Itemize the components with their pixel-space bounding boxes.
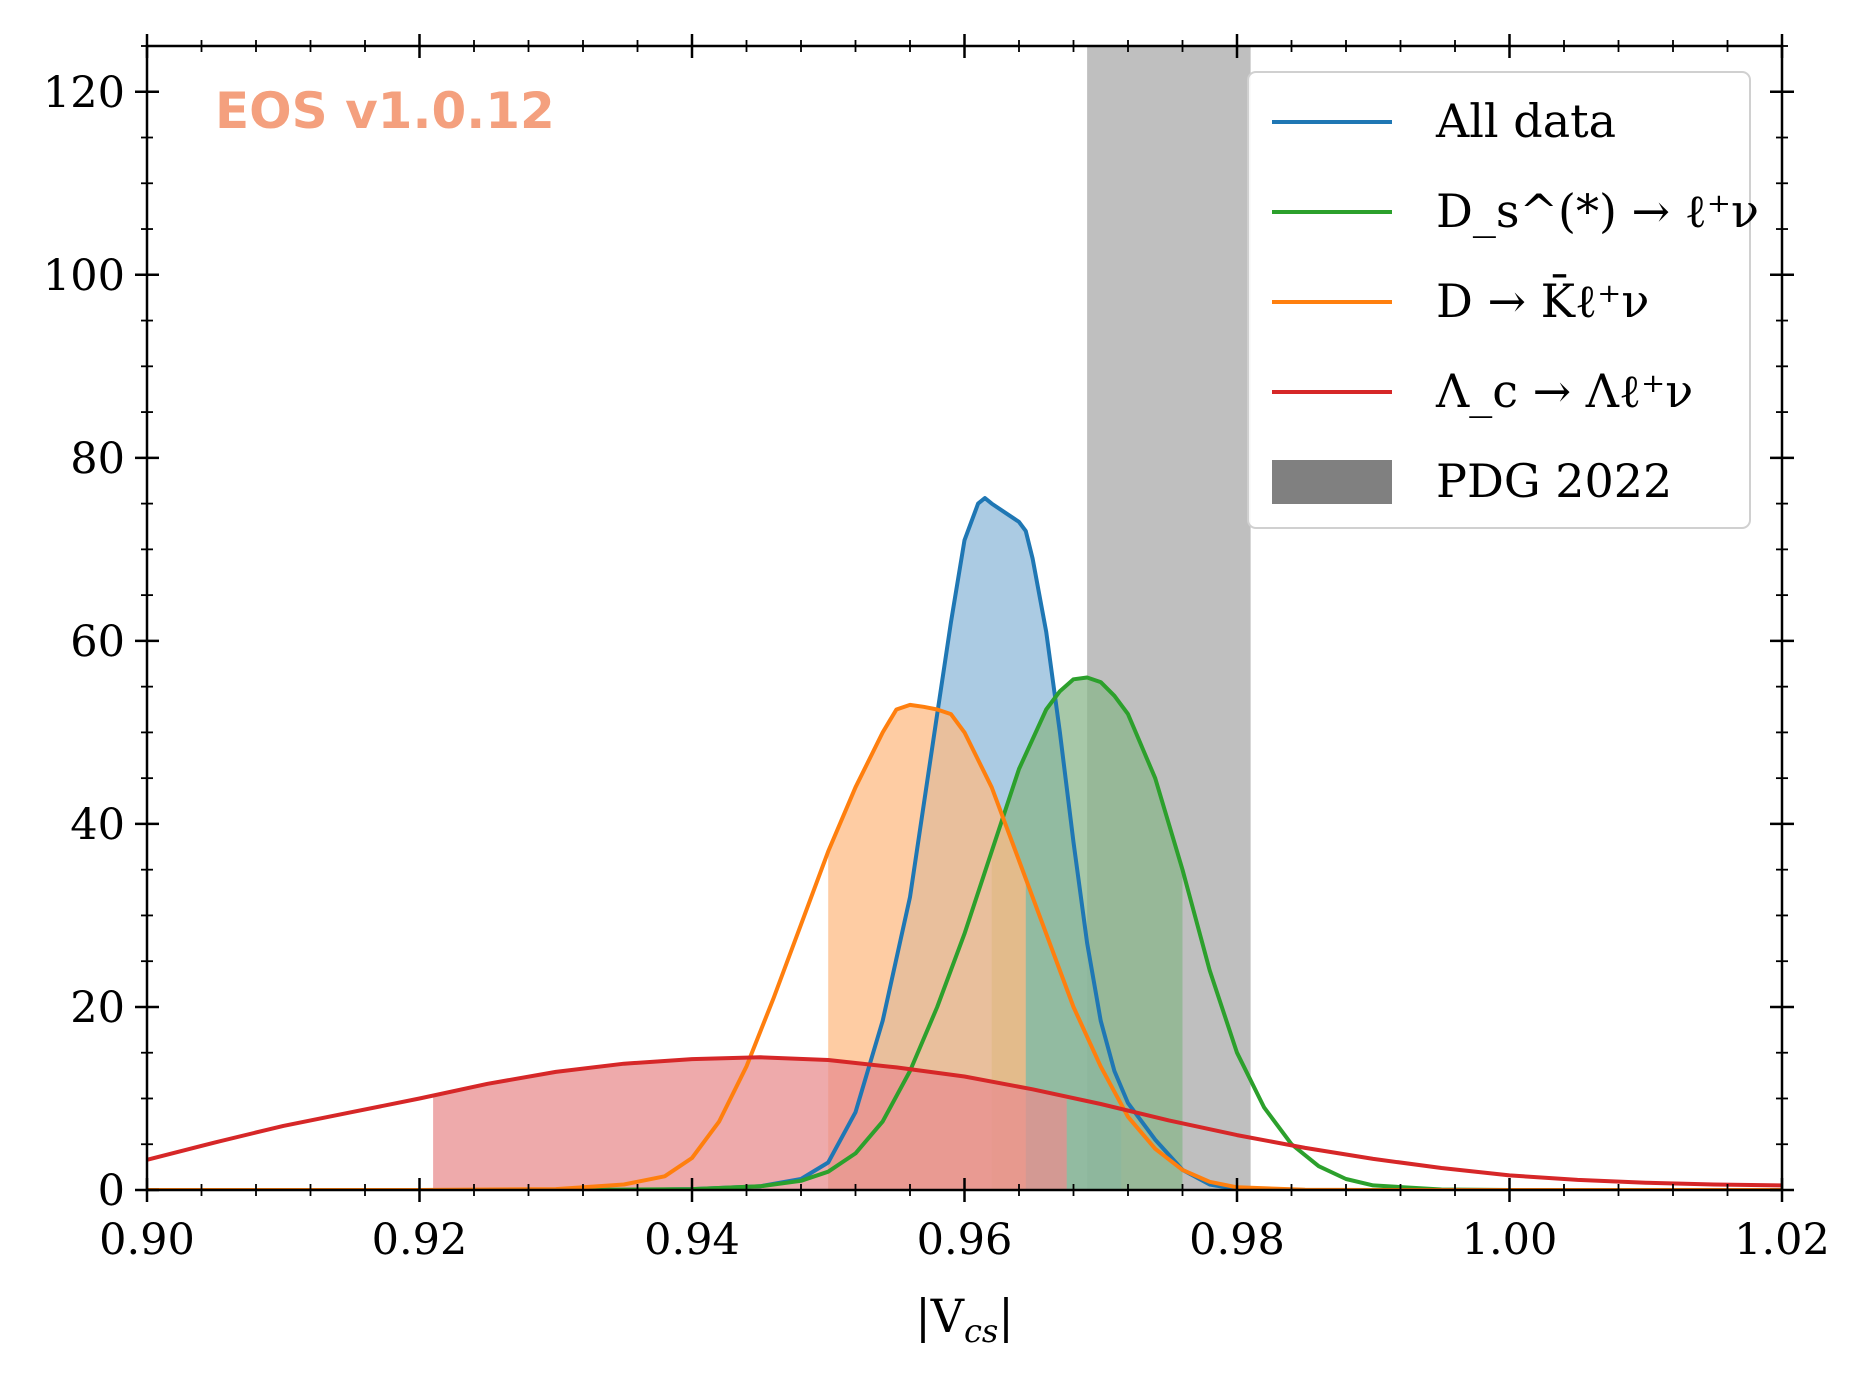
x-tick-label: 0.94 (644, 1215, 740, 1265)
legend-label-1: All data (1435, 94, 1616, 148)
series-lines-layer (147, 496, 1782, 1190)
y-tick-label: 0 (98, 1166, 125, 1216)
series-line-3 (147, 702, 1782, 1190)
series-line-2 (147, 675, 1782, 1190)
legend-label-3: D → K̄ℓ⁺ν (1436, 273, 1649, 328)
x-tick-label: 1.02 (1734, 1215, 1830, 1265)
y-tick-label: 40 (70, 800, 125, 850)
y-tick-label: 60 (70, 617, 125, 667)
axes-layer: 0.90 0.92 0.94 0.96 0.98 1.00 1.02 0 20 40 60 80 100… (43, 34, 1830, 1350)
y-tick-label: 80 (70, 434, 125, 484)
x-tick-label: 0.90 (99, 1215, 195, 1265)
legend-label-2: D_s^(*) → ℓ⁺ν (1436, 184, 1759, 238)
x-tick-label: 0.92 (372, 1215, 468, 1265)
eos-watermark: EOS v1.0.12 (215, 82, 555, 140)
legend-label-4: Λ_c → Λℓ⁺ν (1435, 364, 1693, 418)
legend-box (1247, 71, 1751, 529)
x-tick-label: 0.98 (1189, 1215, 1285, 1265)
hpd-fill-4 (433, 1057, 1067, 1190)
legend: All data D_s^(*) → ℓ⁺ν D → K̄ℓ⁺ν Λ_c → Λℓ⁺ν… (1247, 71, 1759, 529)
legend-label-band: PDG 2022 (1436, 454, 1672, 508)
series-line-1 (147, 496, 1782, 1190)
y-tick-label: 20 (70, 983, 125, 1033)
y-tick-label: 100 (43, 251, 125, 301)
x-tick-label: 0.96 (917, 1215, 1013, 1265)
series-line-4 (147, 1055, 1782, 1188)
x-tick-label: 1.00 (1462, 1215, 1558, 1265)
y-tick-label: 120 (43, 68, 125, 118)
x-axis-label: |Vcs| (915, 1289, 1014, 1350)
hpd-fills-layer (433, 498, 1183, 1190)
legend-swatch-band (1272, 460, 1392, 504)
